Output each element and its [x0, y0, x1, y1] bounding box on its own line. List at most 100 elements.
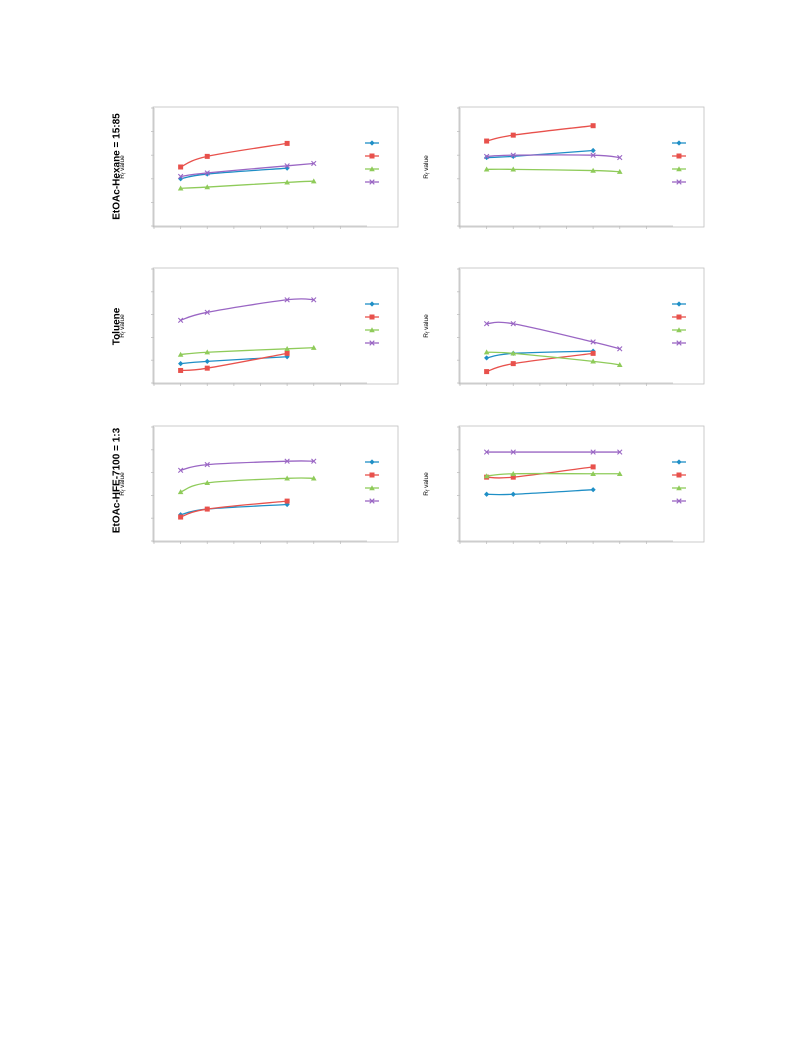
legend-marker-3: [676, 166, 682, 172]
data-point-s4: [204, 309, 210, 316]
chart-panel-5: Rf value: [119, 425, 399, 544]
legend-marker-2: [676, 314, 682, 320]
series-line-4: [180, 298, 314, 321]
data-point-s3: [483, 473, 490, 479]
legend-marker-2: [676, 153, 682, 159]
data-point-s3: [616, 168, 623, 174]
legend-marker-3: [676, 485, 682, 491]
y-axis-title: Rf value: [119, 155, 128, 179]
series-line-3: [486, 168, 620, 173]
data-point-s1: [590, 487, 596, 493]
legend-marker-2: [369, 472, 375, 478]
legend-marker-1: [676, 301, 682, 307]
data-point-s4: [284, 297, 290, 303]
data-point-s1: [510, 491, 516, 497]
legend-marker-2: [369, 153, 375, 159]
data-point-s4: [590, 449, 596, 455]
y-axis-title: Rf value: [423, 472, 432, 496]
data-point-s3: [616, 361, 623, 367]
legend-marker-1: [369, 140, 375, 146]
legend-marker-4: [676, 179, 682, 185]
data-point-s4: [311, 458, 317, 464]
data-point-s4: [510, 321, 516, 327]
legend-marker-2: [369, 314, 375, 320]
data-point-s1: [484, 491, 490, 497]
data-point-s4: [617, 449, 623, 455]
data-point-s3: [310, 178, 317, 184]
series-line-3: [180, 347, 314, 356]
legend-marker-1: [676, 459, 682, 465]
legend-marker-3: [369, 327, 375, 333]
data-point-s2: [590, 464, 596, 470]
y-axis-title: Rf value: [423, 155, 432, 179]
legend-marker-1: [676, 140, 682, 146]
data-point-s4: [617, 346, 623, 352]
data-point-s3: [510, 470, 517, 476]
data-point-s2: [510, 361, 516, 367]
data-point-s2: [484, 138, 490, 144]
data-point-s1: [178, 361, 184, 367]
data-point-s4: [483, 449, 490, 455]
series-line-4: [180, 162, 314, 178]
series-line-4: [486, 154, 620, 159]
chart-frame: [152, 267, 399, 385]
data-point-s3: [310, 475, 317, 481]
data-point-s3: [310, 344, 317, 350]
data-point-s2: [204, 506, 210, 512]
data-point-s3: [590, 167, 596, 173]
data-point-s4: [483, 153, 490, 160]
data-point-s3: [284, 179, 290, 185]
legend-marker-3: [369, 485, 375, 491]
chart-panel-3: Rf value: [119, 267, 399, 386]
data-point-s3: [204, 480, 211, 486]
data-point-s1: [484, 355, 490, 361]
data-point-s4: [590, 339, 596, 345]
data-point-s1: [590, 147, 596, 154]
legend-marker-4: [369, 340, 375, 346]
data-point-s2: [510, 132, 516, 138]
data-point-s3: [510, 166, 517, 172]
legend-marker-1: [369, 459, 375, 465]
series-line-3: [486, 472, 620, 477]
data-point-s4: [311, 297, 317, 303]
legend-marker-3: [676, 327, 682, 333]
data-point-s2: [178, 514, 184, 520]
data-point-s2: [204, 365, 210, 371]
data-point-s2: [178, 164, 184, 170]
data-point-s2: [510, 474, 516, 480]
data-point-s4: [311, 160, 317, 167]
chart-frame: [458, 267, 705, 385]
series-line-3: [180, 180, 314, 189]
data-point-s3: [616, 470, 623, 476]
data-point-s2: [284, 498, 290, 504]
data-point-s4: [510, 152, 516, 158]
legend-marker-3: [369, 166, 375, 172]
data-point-s4: [177, 173, 184, 180]
chart-frame: [458, 106, 705, 228]
data-point-s2: [178, 367, 184, 373]
series-line-3: [486, 351, 620, 366]
legend-marker-4: [676, 340, 682, 346]
series-line-4: [180, 460, 314, 471]
data-point-s4: [284, 163, 290, 169]
y-axis-title: Rf value: [119, 314, 128, 338]
data-point-s3: [590, 358, 596, 364]
data-point-s2: [484, 369, 490, 375]
legend-marker-4: [369, 179, 375, 185]
data-point-s4: [617, 154, 623, 161]
data-point-s3: [177, 185, 184, 191]
legend-marker-2: [676, 472, 682, 478]
chart-panel-1: Rf value: [119, 106, 399, 229]
y-axis-title: Rf value: [423, 314, 432, 338]
data-point-s4: [483, 321, 490, 327]
data-point-s4: [590, 152, 596, 158]
data-point-s3: [510, 350, 517, 356]
data-point-s4: [204, 170, 210, 176]
data-point-s4: [177, 317, 184, 323]
chart-frame: [152, 425, 399, 543]
legend-marker-1: [369, 301, 375, 307]
data-point-s2: [590, 350, 596, 356]
legend-marker-4: [369, 498, 375, 504]
data-point-s3: [177, 489, 184, 495]
